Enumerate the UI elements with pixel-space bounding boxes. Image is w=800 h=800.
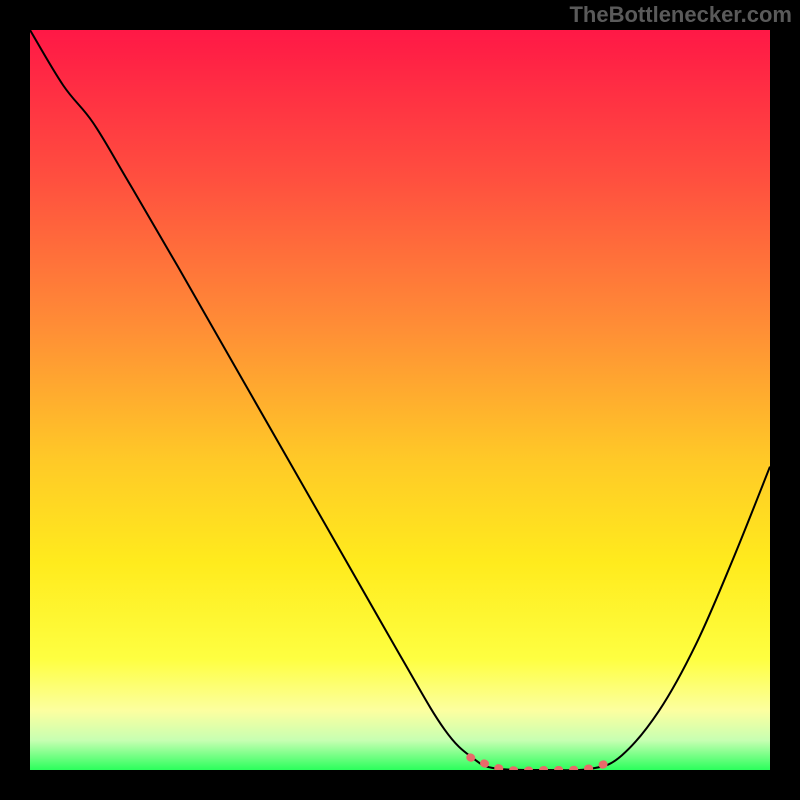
gradient-background <box>30 30 770 770</box>
chart-container: TheBottlenecker.com <box>0 0 800 800</box>
plot-area <box>30 30 770 770</box>
chart-svg <box>30 30 770 770</box>
watermark-text: TheBottlenecker.com <box>569 2 792 28</box>
